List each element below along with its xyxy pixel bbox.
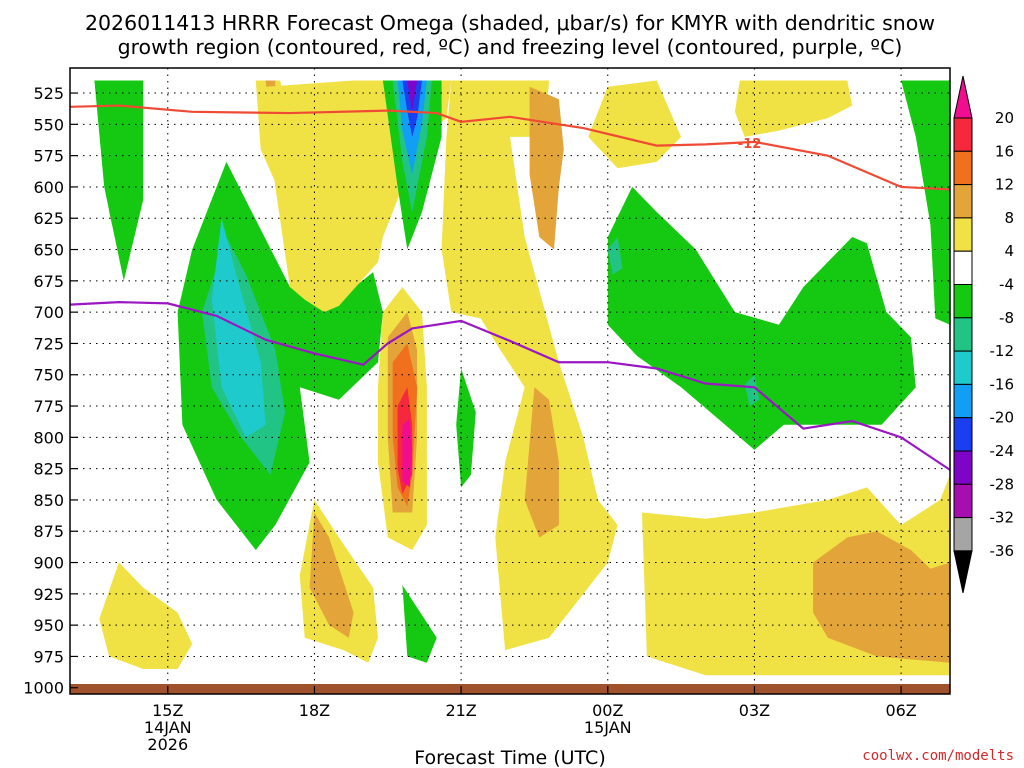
colorbar-swatch-8 [953,383,973,419]
colorbar-label-12: 12 [995,176,1014,194]
colorbar-swatch-10 [953,450,973,485]
x-tick-label-18Z: 18Z [299,701,330,720]
colorbar-swatch-11 [953,483,973,519]
plot-frame [69,67,951,695]
y-tick-label-950: 950 [33,616,64,635]
colorbar-swatch-1 [953,150,973,186]
colorbar-label--4: -4 [999,276,1014,294]
colorbar-label--24: -24 [990,442,1015,460]
colorbar-bottom-arrow [953,550,973,594]
y-axis: 525 550 575 600 625 650 675 700 725 750 775 800 825 8… [23,84,78,698]
omega-region-18 [524,387,559,538]
omega-region-33 [813,531,950,663]
y-tick-label-675: 675 [33,272,64,291]
omega-region-28 [607,186,916,450]
y-tick-label-600: 600 [33,178,64,197]
y-tick-label-700: 700 [33,303,64,322]
colorbar-swatch-7 [953,350,973,385]
colorbar-label--36: -36 [990,542,1015,560]
colorbar-swatch-5 [953,284,973,319]
colorbar-swatch-9 [953,417,973,452]
colorbar-label-16: 16 [995,142,1014,160]
x-tick-label-03Z: 03Z [739,701,770,720]
omega-region-26 [588,80,682,169]
y-tick-label-550: 550 [33,115,64,134]
x-tick-label-15JAN: 15JAN [584,718,632,737]
omega-region-15 [407,80,418,112]
y-tick-label-1000: 1000 [23,679,64,698]
x-tick-label-14JAN: 14JAN [144,718,192,737]
y-tick-label-525: 525 [33,84,64,103]
omega-region-30 [607,237,623,275]
omega-region-8 [309,512,354,638]
contour-lines: -12 [70,104,950,471]
chart-title-line2: growth region (contoured, red, ºC) and f… [118,35,903,59]
y-tick-label-750: 750 [33,366,64,385]
chart-title-line1: 2026011413 HRRR Forecast Omega (shaded, … [85,11,935,35]
y-tick-label-975: 975 [33,647,64,666]
y-tick-label-725: 725 [33,334,64,353]
colorbar-swatch-2 [953,184,973,219]
omega-region-27 [734,80,853,137]
omega-region-24 [456,368,476,488]
x-tick-label-15Z: 15Z [152,701,183,720]
colorbar-label--16: -16 [990,375,1015,393]
colorbar-top-arrow [953,75,973,119]
colorbar-label--8: -8 [999,309,1014,327]
y-tick-label-900: 900 [33,554,64,573]
x-axis-label: Forecast Time (UTC) [414,747,605,768]
y-tick-label-775: 775 [33,397,64,416]
y-tick-label-875: 875 [33,522,64,541]
colorbar-swatch-4 [953,250,973,285]
colorbar-label--12: -12 [990,342,1015,360]
colorbar-label-4: 4 [1004,242,1014,260]
dendritic-snow-contour [70,104,950,191]
freezing-level-contour [70,301,950,471]
x-tick-label-21Z: 21Z [445,701,476,720]
colorbar-legend: 20 16 12 8 4 -4 -8 -12 -16 -20 -24 -28 -32 -36 [953,75,1015,594]
colorbar-swatch-3 [953,217,973,252]
omega-region-16 [441,80,618,651]
colorbar-swatch-6 [953,317,973,352]
omega-shading [94,80,950,676]
credit-text: coolwx.com/modelts [862,748,1014,764]
grid-lines [70,68,950,694]
x-tick-label-00Z: 00Z [592,701,623,720]
y-tick-label-625: 625 [33,209,64,228]
colorbar-label-8: 8 [1004,209,1014,227]
omega-region-9 [99,562,193,669]
x-tick-label-2026: 2026 [147,735,188,754]
y-tick-label-925: 925 [33,585,64,604]
x-tick-label-06Z: 06Z [885,701,916,720]
y-tick-label-800: 800 [33,428,64,447]
dendritic-snow-contour-label: -12 [738,137,762,152]
y-tick-label-850: 850 [33,491,64,510]
y-tick-label-825: 825 [33,460,64,479]
y-tick-label-650: 650 [33,241,64,260]
colorbar-swatch-12 [953,517,973,552]
colorbar-label--32: -32 [990,509,1015,527]
omega-region-29 [744,374,760,406]
y-tick-label-575: 575 [33,147,64,166]
omega-region-31 [901,80,950,325]
omega-region-1 [94,80,144,281]
ground-surface [70,684,950,694]
omega-region-17 [529,86,564,250]
colorbar-swatch-0 [953,117,973,152]
colorbar-label--20: -20 [990,409,1015,427]
colorbar-label--28: -28 [990,475,1015,493]
omega-region-23 [402,418,413,488]
colorbar-label-20: 20 [995,109,1014,127]
omega-region-25 [402,585,437,663]
